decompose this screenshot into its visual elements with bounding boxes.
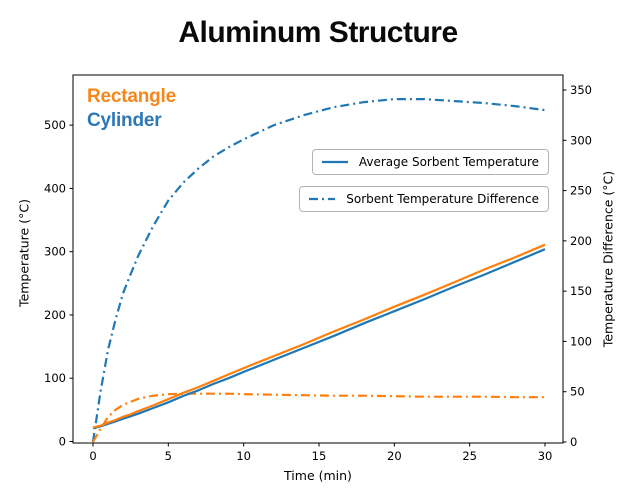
series-rectangle-sorbent-temperature-difference [92,392,545,443]
x-tick-label: 30 [538,449,553,463]
y-right-tick-label: 350 [570,83,592,97]
y-left-tick-label: 200 [44,308,66,322]
y-right-tick-label: 50 [570,385,585,399]
series-cylinder-average-sorbent-temperature [92,248,546,430]
y-right-tick-label: 250 [570,184,592,198]
series-cylinder-sorbent-temperature-difference [91,97,546,443]
y-left-tick-label: 400 [44,181,66,195]
x-tick-label: 10 [236,449,251,463]
rectangle-label: Rectangle [87,86,177,107]
y-left-tick-label: 500 [44,118,66,132]
legend-average-temperature: Average Sorbent Temperature [311,149,549,175]
x-tick-label: 0 [89,449,96,463]
plot-frame [72,74,564,444]
dashdot-line-swatch [309,197,336,201]
y-left-tick-label: 0 [59,435,66,449]
legend-label-average: Average Sorbent Temperature [358,155,539,169]
y-right-tick-label: 100 [570,334,592,348]
y-left-tick-label: 300 [44,245,66,259]
y-right-tick-label: 0 [570,435,577,449]
legend-temperature-difference: Sorbent Temperature Difference [299,186,549,212]
series-rectangle-average-sorbent-temperature [92,243,546,429]
x-tick-label: 15 [312,449,327,463]
solid-line-swatch [321,160,348,164]
x-tick-label: 20 [387,449,402,463]
y-left-tick-label: 100 [44,371,66,385]
chart-title: Aluminum Structure [178,16,458,49]
y-right-tick-label: 200 [570,234,592,248]
cylinder-label: Cylinder [87,110,162,131]
legend-label-difference: Sorbent Temperature Difference [346,192,539,206]
y-right-tick-label: 150 [570,284,592,298]
y-right-tick-label: 300 [570,133,592,147]
x-axis-label: Time (min) [284,468,352,483]
x-tick-label: 5 [165,449,172,463]
x-tick-label: 25 [462,449,477,463]
